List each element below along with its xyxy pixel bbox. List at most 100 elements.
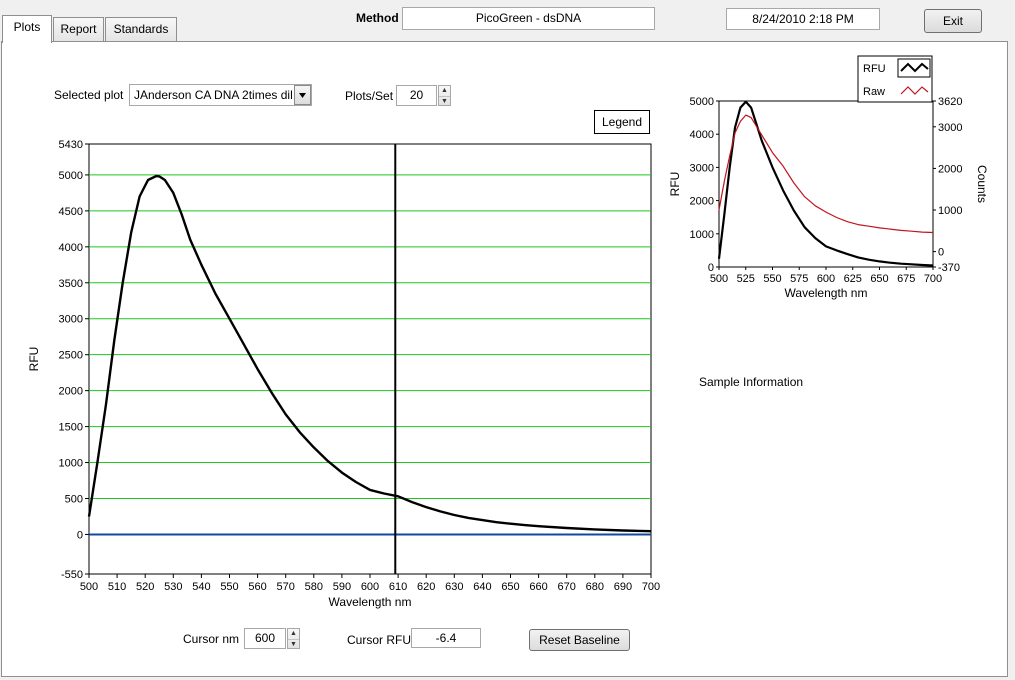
y-tick-label: 3000 [59, 314, 83, 326]
datetime-display: 8/24/2010 2:18 PM [726, 8, 880, 30]
selected-plot-value: JAnderson CA DNA 2times dil [134, 88, 293, 102]
method-label: Method [356, 11, 399, 25]
y-tick-label: 0 [77, 529, 83, 541]
x-tick-label: 680 [586, 581, 604, 593]
x-tick-label: 510 [108, 581, 126, 593]
x-tick-label: 570 [277, 581, 295, 593]
x-tick-label: 630 [445, 581, 463, 593]
tab-standards[interactable]: Standards [105, 17, 177, 42]
spectrum-line [87, 174, 652, 533]
x-axis-label: Wavelength nm [329, 595, 412, 609]
y-tick-label: 1500 [59, 422, 83, 434]
legend-entry-label: RFU [863, 63, 886, 75]
reset-baseline-button[interactable]: Reset Baseline [529, 629, 630, 651]
legend-button[interactable]: Legend [594, 110, 650, 134]
y-tick-label: 1000 [690, 229, 714, 241]
x-tick-label: 625 [844, 273, 862, 285]
x-tick-label: 530 [164, 581, 182, 593]
x-tick-label: 660 [529, 581, 547, 593]
y-tick-label: 5000 [690, 96, 714, 108]
cursor-nm-label: Cursor nm [183, 632, 240, 646]
spin-down-icon[interactable]: ▼ [439, 95, 450, 106]
y-tick-label: 3500 [59, 278, 83, 290]
x-tick-label: 690 [614, 581, 632, 593]
x-tick-label: 610 [389, 581, 407, 593]
y2-tick-label: -370 [938, 262, 960, 274]
y2-tick-label: 1000 [938, 205, 962, 217]
mini-x-axis-label: Wavelength nm [785, 286, 868, 300]
x-tick-label: 600 [817, 273, 835, 285]
x-tick-label: 575 [790, 273, 808, 285]
spin-down-icon[interactable]: ▼ [288, 638, 299, 649]
x-tick-label: 500 [80, 581, 98, 593]
y-tick-label: 5430 [59, 139, 83, 151]
plots-per-set-stepper[interactable]: ▲ ▼ [438, 85, 451, 106]
rfu-raw-overlay-chart[interactable]: 5000 4000 3000 2000 1000 0 3620 3000 2000 1000 0 -3… [662, 54, 992, 316]
x-tick-label: 675 [897, 273, 915, 285]
x-tick-label: 550 [220, 581, 238, 593]
cursor-nm-input[interactable]: 600 [244, 628, 286, 649]
selected-plot-select[interactable]: JAnderson CA DNA 2times dil [129, 84, 312, 106]
y-tick-label: 2000 [59, 386, 83, 398]
sample-info-title: Sample Information [699, 375, 804, 389]
x-tick-label: 590 [333, 581, 351, 593]
tab-plots[interactable]: Plots [2, 15, 52, 43]
spin-up-icon[interactable]: ▲ [290, 630, 297, 637]
x-tick-label: 620 [417, 581, 435, 593]
x-tick-label: 540 [192, 581, 210, 593]
x-tick-label: 700 [924, 273, 942, 285]
mini-legend: RFU Raw [857, 55, 933, 103]
y2-tick-label: 3000 [938, 122, 962, 134]
exit-button[interactable]: Exit [924, 9, 982, 33]
rfu-series-line [717, 100, 934, 267]
plot-area [88, 143, 652, 575]
mini-y2-axis-label: Counts [975, 165, 989, 203]
y-tick-label: 2000 [690, 196, 714, 208]
x-tick-label: 670 [558, 581, 576, 593]
y2-tick-label: 2000 [938, 163, 962, 175]
x-tick-label: 650 [870, 273, 888, 285]
y-tick-label: 4000 [59, 242, 83, 254]
y2-tick-label: 0 [938, 247, 944, 259]
y2-tick-label: 3620 [938, 96, 962, 108]
legend-entry-label: Raw [863, 86, 885, 98]
tab-report[interactable]: Report [53, 17, 104, 42]
y-tick-label: 3000 [690, 162, 714, 174]
y-tick-label: 0 [708, 262, 714, 274]
method-field[interactable]: PicoGreen - dsDNA [402, 7, 655, 30]
y-tick-label: 4500 [59, 206, 83, 218]
x-tick-label: 525 [737, 273, 755, 285]
x-tick-label: 520 [136, 581, 154, 593]
x-tick-label: 700 [642, 581, 660, 593]
legend-swatch-box [898, 82, 930, 100]
cursor-nm-stepper[interactable]: ▲ ▼ [287, 628, 300, 649]
x-tick-label: 600 [361, 581, 379, 593]
selected-plot-label: Selected plot [54, 88, 124, 102]
y-tick-label: 2500 [59, 350, 83, 362]
legend-swatch-line [900, 86, 929, 95]
x-tick-label: 650 [501, 581, 519, 593]
spin-up-icon[interactable]: ▲ [441, 87, 448, 94]
plots-per-set-input[interactable]: 20 [396, 85, 437, 106]
y-tick-label: 500 [65, 493, 83, 505]
rfu-spectrum-chart[interactable]: 5430500045004000350030002500200015001000… [22, 134, 662, 619]
mini-plot-area [718, 100, 934, 268]
legend-swatch-line [900, 62, 929, 73]
cursor-rfu-label: Cursor RFU [347, 633, 412, 647]
plots-per-set-label: Plots/Set [345, 89, 394, 103]
x-tick-label: 560 [248, 581, 266, 593]
x-tick-label: 500 [710, 273, 728, 285]
cursor-rfu-display: -6.4 [411, 628, 481, 648]
y-axis-label: RFU [27, 347, 41, 372]
x-tick-label: 640 [473, 581, 491, 593]
x-tick-label: 550 [763, 273, 781, 285]
y-tick-label: -550 [61, 569, 83, 581]
y-tick-label: 5000 [59, 170, 83, 182]
y-tick-label: 4000 [690, 129, 714, 141]
raw-series-line [718, 114, 934, 234]
y-tick-label: 1000 [59, 458, 83, 470]
plots-panel: Selected plot JAnderson CA DNA 2times di… [1, 41, 1008, 677]
x-tick-label: 580 [305, 581, 323, 593]
mini-y-axis-label: RFU [668, 172, 682, 197]
chevron-down-icon[interactable] [294, 85, 311, 105]
